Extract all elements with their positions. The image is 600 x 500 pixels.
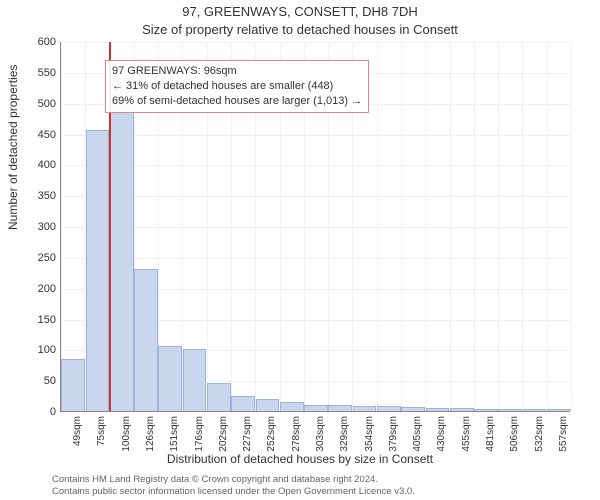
y-axis-ticks: 050100150200250300350400450500550600: [0, 42, 60, 412]
y-tick-label: 550: [16, 67, 56, 79]
bar: [110, 78, 134, 411]
y-tick-label: 500: [16, 98, 56, 110]
footer-attribution: Contains HM Land Registry data © Crown c…: [52, 474, 415, 498]
page-title: 97, GREENWAYS, CONSETT, DH8 7DH: [0, 4, 600, 19]
bar: [256, 399, 280, 411]
gridline-h: [61, 165, 570, 166]
info-box: 97 GREENWAYS: 96sqm ← 31% of detached ho…: [105, 60, 369, 113]
x-tick-label: 252sqm: [266, 416, 277, 452]
y-tick-label: 300: [16, 221, 56, 233]
bar: [474, 409, 498, 411]
gridline-h: [61, 227, 570, 228]
bar: [377, 406, 401, 411]
gridline-v: [401, 42, 402, 411]
info-line: 69% of semi-detached houses are larger (…: [112, 94, 362, 109]
x-tick-label: 176sqm: [194, 416, 205, 452]
x-axis-ticks: 49sqm 75sqm 100sqm 126sqm 151sqm 176sqm 202sqm…: [60, 414, 570, 454]
bar: [86, 130, 110, 411]
x-tick-label: 278sqm: [291, 416, 302, 452]
x-tick-label: 557sqm: [558, 416, 569, 452]
gridline-v: [571, 42, 572, 411]
x-tick-label: 379sqm: [388, 416, 399, 452]
x-tick-label: 100sqm: [121, 416, 132, 452]
bar: [134, 269, 158, 411]
info-line: 97 GREENWAYS: 96sqm: [112, 64, 362, 79]
gridline-v: [547, 42, 548, 411]
x-tick-label: 126sqm: [145, 416, 156, 452]
x-tick-label: 151sqm: [169, 416, 180, 452]
gridline-h: [61, 258, 570, 259]
bar: [426, 408, 450, 411]
bar: [231, 396, 255, 411]
gridline-h: [61, 135, 570, 136]
y-tick-label: 450: [16, 129, 56, 141]
x-tick-label: 49sqm: [72, 416, 83, 446]
footer-line: Contains public sector information licen…: [52, 486, 415, 498]
bar: [61, 359, 85, 411]
gridline-v: [450, 42, 451, 411]
y-tick-label: 150: [16, 314, 56, 326]
page-subtitle: Size of property relative to detached ho…: [0, 22, 600, 37]
bar: [158, 346, 182, 411]
x-tick-label: 227sqm: [242, 416, 253, 452]
gridline-v: [522, 42, 523, 411]
x-axis-label: Distribution of detached houses by size …: [0, 452, 600, 466]
bar: [304, 405, 328, 411]
y-tick-label: 100: [16, 344, 56, 356]
x-tick-label: 303sqm: [315, 416, 326, 452]
y-tick-label: 0: [16, 406, 56, 418]
bar: [328, 405, 352, 411]
footer-line: Contains HM Land Registry data © Crown c…: [52, 474, 415, 486]
y-tick-label: 50: [16, 375, 56, 387]
bar: [401, 407, 425, 411]
y-tick-label: 250: [16, 252, 56, 264]
bar: [498, 409, 522, 411]
gridline-v: [377, 42, 378, 411]
bar: [183, 349, 207, 411]
bar: [207, 383, 231, 411]
x-tick-label: 532sqm: [534, 416, 545, 452]
gridline-v: [425, 42, 426, 411]
gridline-h: [61, 42, 570, 43]
y-tick-label: 600: [16, 36, 56, 48]
y-tick-label: 400: [16, 159, 56, 171]
gridline-v: [474, 42, 475, 411]
x-tick-label: 430sqm: [436, 416, 447, 452]
bar: [523, 409, 547, 411]
y-tick-label: 200: [16, 283, 56, 295]
y-tick-label: 350: [16, 190, 56, 202]
x-tick-label: 405sqm: [412, 416, 423, 452]
x-tick-label: 506sqm: [509, 416, 520, 452]
x-tick-label: 481sqm: [485, 416, 496, 452]
bar: [353, 406, 377, 411]
x-tick-label: 75sqm: [96, 416, 107, 446]
bar: [547, 409, 571, 411]
x-tick-label: 455sqm: [461, 416, 472, 452]
x-tick-label: 329sqm: [339, 416, 350, 452]
bar: [280, 402, 304, 411]
gridline-v: [498, 42, 499, 411]
x-tick-label: 202sqm: [218, 416, 229, 452]
x-tick-label: 354sqm: [364, 416, 375, 452]
bar: [450, 408, 474, 411]
info-line: ← 31% of detached houses are smaller (44…: [112, 79, 362, 94]
gridline-v: [61, 42, 62, 411]
gridline-h: [61, 196, 570, 197]
